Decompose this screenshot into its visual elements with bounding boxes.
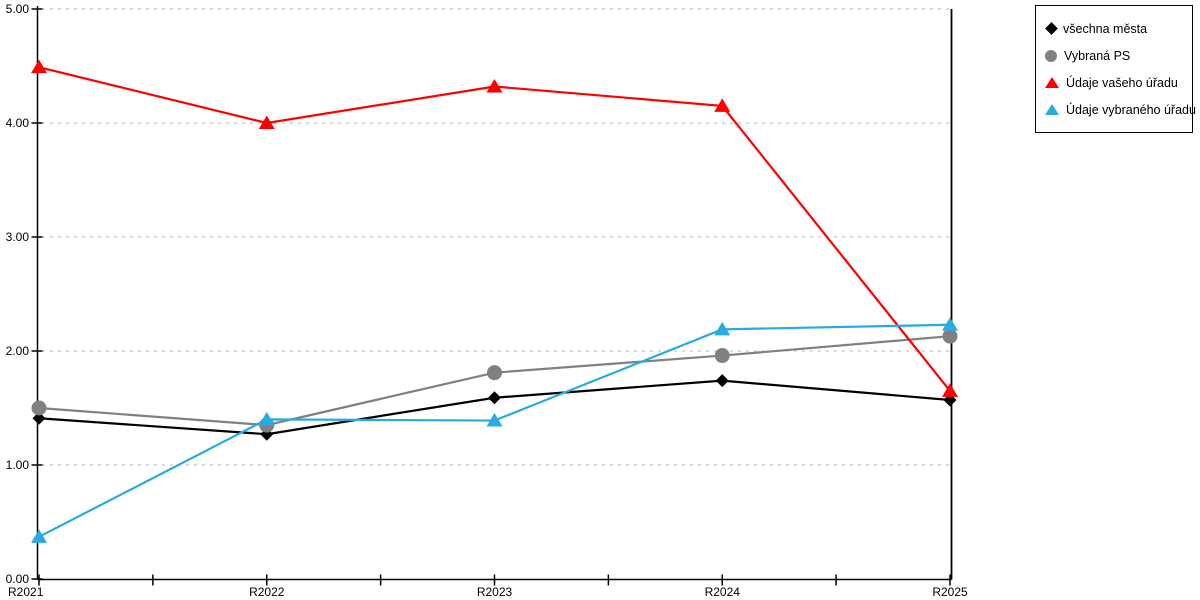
y-tick-label: 1.00	[6, 458, 30, 472]
data-point-triangle	[714, 321, 731, 336]
data-point-circle	[942, 328, 958, 344]
data-point-triangle	[31, 529, 47, 543]
data-point-triangle	[486, 79, 503, 93]
data-point-triangle	[942, 383, 958, 397]
triangle-marker-icon	[1045, 77, 1059, 88]
series-line-circle-808080	[38, 335, 951, 427]
data-point-triangle	[258, 411, 275, 426]
data-point-circle	[714, 348, 730, 364]
triangle-marker-icon	[1045, 104, 1059, 115]
data-point-circle	[487, 365, 502, 381]
legend-label: Vybraná PS	[1064, 48, 1131, 63]
legend-label: Údaje vybraného úřadu	[1066, 102, 1196, 117]
x-tick-label: R2025	[932, 585, 968, 599]
legend-label: všechna města	[1063, 21, 1148, 36]
legend-item-udaje-vybraneho-uradu: Údaje vybraného úřadu	[1045, 96, 1196, 123]
data-point-diamond	[488, 391, 501, 405]
series-line-triangle-29ABE2	[38, 323, 951, 538]
legend-item-vsechna-mesta: všechna města	[1045, 15, 1184, 42]
y-tick-label: 3.00	[6, 230, 30, 244]
x-tick-label: R2024	[705, 585, 741, 599]
data-point-triangle	[486, 413, 503, 427]
y-tick-label: 4.00	[6, 116, 30, 130]
y-tick-label: 2.00	[6, 344, 30, 358]
legend-label: Údaje vašeho úřadu	[1066, 75, 1178, 90]
data-point-diamond	[715, 374, 729, 388]
data-point-diamond	[32, 411, 46, 425]
x-tick-label: R2021	[8, 585, 44, 599]
diamond-marker-icon	[1045, 22, 1058, 35]
legend: všechna města Vybraná PS Údaje vašeho úř…	[1035, 5, 1196, 133]
legend-item-vybrana-ps: Vybraná PS	[1045, 42, 1184, 69]
x-tick-label: R2022	[249, 585, 285, 599]
circle-marker-icon	[1045, 49, 1057, 62]
series-line-triangle-FF0000	[38, 66, 951, 392]
data-point-triangle	[942, 317, 958, 331]
x-tick-label: R2023	[477, 585, 513, 599]
data-point-triangle	[714, 98, 731, 112]
data-point-circle	[31, 400, 47, 416]
data-point-triangle	[31, 59, 47, 74]
y-tick-label: 5.00	[6, 2, 30, 16]
legend-item-udaje-vaseho-uradu: Údaje vašeho úřadu	[1045, 69, 1184, 96]
data-point-triangle	[258, 115, 275, 129]
y-tick-label: 0.00	[6, 572, 30, 586]
